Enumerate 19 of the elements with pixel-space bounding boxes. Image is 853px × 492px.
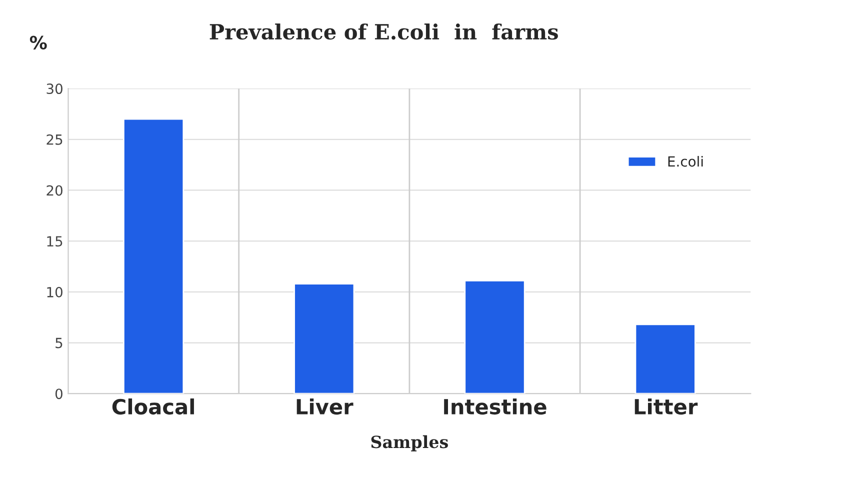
x-axis-title: Samples	[371, 435, 448, 452]
bar	[464, 280, 526, 394]
y-tick-label: 0	[55, 388, 62, 400]
x-tick-label: Cloacal	[112, 398, 194, 415]
y-tick-label: 15	[47, 236, 62, 247]
y-tick-label: 20	[46, 185, 62, 196]
chart-title: Prevalence of E.coli in farms	[210, 24, 558, 40]
bar	[122, 118, 184, 394]
legend-label: E.coli	[668, 156, 703, 167]
bar	[634, 324, 696, 394]
x-tick-label: Intestine	[444, 398, 546, 415]
y-tick-label: 10	[47, 286, 62, 298]
y-axis-title: %	[30, 36, 47, 50]
bar	[294, 283, 355, 394]
y-tick-label: 25	[46, 134, 62, 145]
y-tick-label: 30	[46, 84, 62, 94]
x-tick-label: Liver	[296, 398, 354, 415]
y-tick-label: 5	[56, 338, 62, 348]
x-tick-label: Litter	[634, 398, 698, 415]
